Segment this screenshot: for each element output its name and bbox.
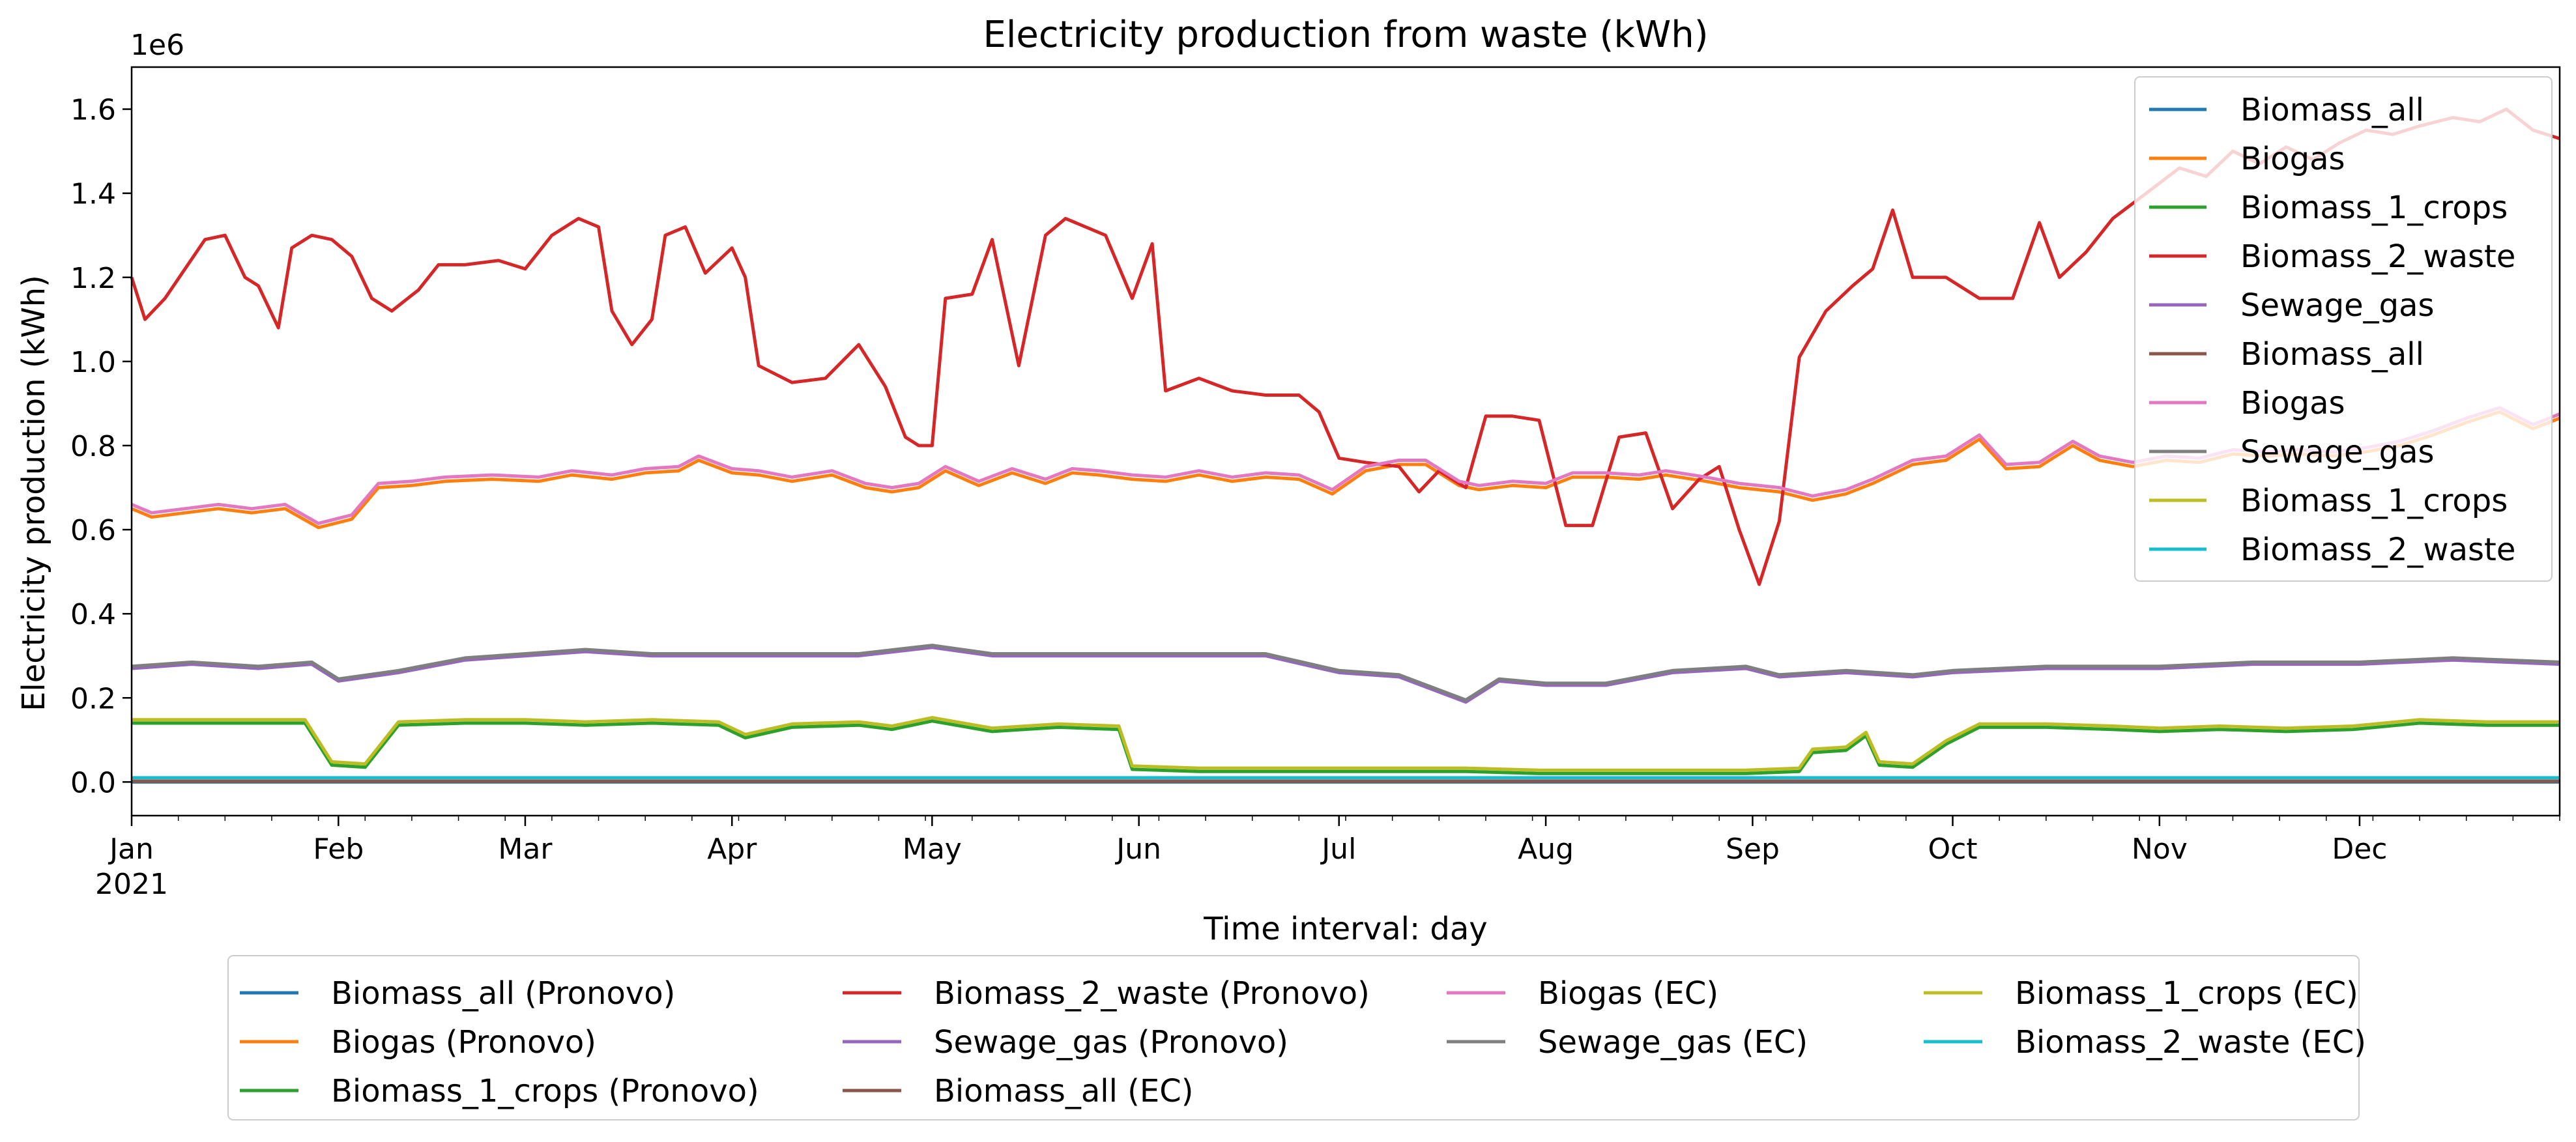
inner-legend: Biomass_all Biogas Biomass_1_crops Biomass_… — [2134, 76, 2553, 582]
x-tick-label: Mar — [498, 833, 553, 866]
inner-legend-label: Biomass_all — [2240, 336, 2424, 373]
x-tick-label: Dec — [2332, 833, 2387, 866]
outer-legend-label: Sewage_gas (Pronovo) — [934, 1024, 1288, 1061]
y-tick-label: 1.2 — [70, 262, 116, 295]
series-line-sewage-gas-ec — [131, 644, 2560, 702]
y-tick-label: 1.6 — [70, 94, 116, 127]
y-tick-label: 1.0 — [70, 346, 116, 379]
inner-legend-label: Sewage_gas — [2240, 287, 2435, 324]
inner-legend-label: Biomass_all — [2240, 92, 2424, 128]
y-tick-label: 0.8 — [70, 430, 116, 463]
y-offset-label: 1e6 — [130, 29, 184, 62]
x-tick-label: Nov — [2132, 833, 2188, 866]
y-tick-label: 0.4 — [70, 598, 116, 631]
outer-legend-label: Biomass_2_waste (Pronovo) — [934, 975, 1370, 1012]
outer-legend-label: Biogas (EC) — [1538, 975, 1718, 1012]
outer-legend-label: Biomass_2_waste (EC) — [2015, 1024, 2366, 1061]
inner-legend-label: Biomass_1_crops — [2240, 483, 2508, 519]
inner-legend-label: Biogas — [2240, 385, 2345, 421]
outer-legend-label: Biomass_1_crops (Pronovo) — [331, 1073, 759, 1109]
x-axis: Jan Feb Mar Apr May Jun Jul Aug Sep Oct Nov Dec — [108, 816, 2560, 866]
x-tick-label: Jan — [108, 833, 154, 866]
x-tick-label: Jun — [1114, 833, 1161, 866]
outer-legend-label: Biomass_all (EC) — [934, 1073, 1193, 1109]
chart-title: Electricity production from waste (kWh) — [983, 14, 1708, 56]
y-tick-label: 1.4 — [70, 178, 116, 211]
outer-legend-label: Biomass_all (Pronovo) — [331, 975, 675, 1012]
x-year-label: 2021 — [95, 868, 168, 901]
x-tick-label: May — [903, 833, 962, 866]
outer-legend-label: Sewage_gas (EC) — [1538, 1024, 1808, 1061]
outer-legend: Biomass_all (Pronovo) Biogas (Pronovo) Bio… — [227, 955, 2366, 1121]
x-tick-label: Feb — [313, 833, 364, 866]
inner-legend-label: Biomass_2_waste — [2240, 238, 2515, 275]
x-tick-label: Jul — [1320, 833, 1356, 866]
inner-legend-box — [2134, 76, 2553, 582]
series-line-biomass-1-crops-pronovo — [132, 719, 2560, 775]
y-tick-label: 0.6 — [70, 514, 116, 547]
y-tick-label: 0.2 — [70, 682, 116, 715]
x-tick-label: Aug — [1518, 833, 1574, 866]
y-tick-label: 0.0 — [70, 766, 116, 799]
outer-legend-label: Biomass_1_crops (EC) — [2015, 975, 2358, 1012]
outer-legend-label: Biogas (Pronovo) — [331, 1024, 596, 1061]
y-axis: 0.0 0.2 0.4 0.6 0.8 1.0 1.2 1.4 1.6 — [70, 94, 132, 799]
x-tick-label: Sep — [1726, 833, 1780, 866]
series-line-biomass-2-waste-pronovo — [130, 107, 2560, 586]
inner-legend-label: Biogas — [2240, 141, 2345, 177]
y-axis-label: Electricity production (kWh) — [16, 275, 52, 711]
inner-legend-label: Sewage_gas — [2240, 434, 2435, 470]
series-line-sewage-gas-pronovo — [131, 646, 2560, 704]
outer-legend-box — [227, 955, 2360, 1121]
inner-legend-label: Biomass_1_crops — [2240, 190, 2508, 226]
inner-legend-label: Biomass_2_waste — [2240, 532, 2515, 568]
x-axis-label: Time interval: day — [1203, 911, 1487, 947]
x-tick-label: Oct — [1928, 833, 1977, 866]
series-line-biomass-1-crops-ec — [132, 716, 2560, 772]
x-tick-label: Apr — [707, 833, 757, 866]
